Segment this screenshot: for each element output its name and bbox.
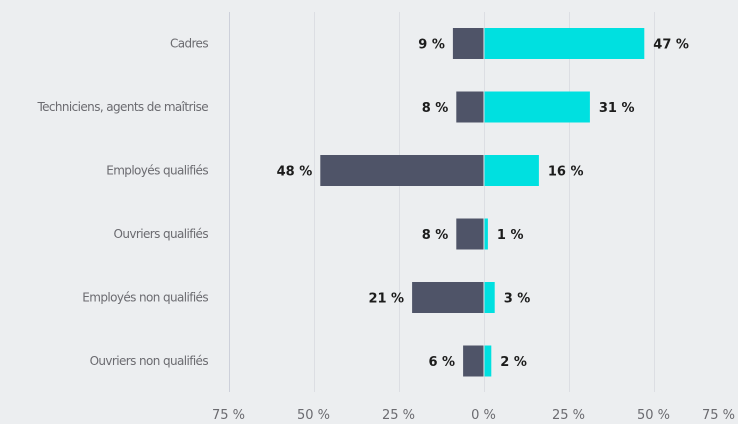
bar-right bbox=[484, 282, 495, 313]
category-label: Ouvriers non qualifiés bbox=[90, 354, 209, 368]
bar-right bbox=[484, 155, 539, 186]
x-tick-label: 25 % bbox=[552, 408, 585, 423]
value-label-left: 9 % bbox=[418, 38, 445, 53]
bar-layer bbox=[320, 28, 645, 377]
value-label-right: 31 % bbox=[599, 101, 635, 116]
x-tick-label: 75 % bbox=[702, 408, 735, 423]
bar-left bbox=[452, 28, 484, 59]
bar-left bbox=[456, 218, 484, 250]
category-label: Employés qualifiés bbox=[106, 164, 208, 178]
value-label-right: 47 % bbox=[653, 38, 689, 53]
x-axis: 75 % 50 % 25 % 0 % 25 % 50 % 75 % bbox=[212, 408, 735, 423]
category-label: Ouvriers qualifiés bbox=[114, 227, 209, 241]
x-tick-label: 25 % bbox=[382, 408, 415, 423]
bar-right bbox=[484, 28, 645, 59]
x-tick-label: 0 % bbox=[471, 408, 496, 423]
bar-left bbox=[456, 91, 484, 123]
category-label: Cadres bbox=[170, 37, 208, 51]
grid-layer bbox=[229, 12, 655, 392]
bar-right bbox=[484, 91, 590, 123]
bar-right bbox=[484, 218, 488, 250]
bar-right bbox=[484, 345, 492, 377]
value-label-left: 8 % bbox=[422, 101, 449, 116]
value-label-left: 48 % bbox=[277, 165, 313, 180]
bar-left bbox=[463, 345, 484, 377]
value-label-right: 1 % bbox=[497, 228, 524, 243]
label-layer: Cadres 9 % 47 % Techniciens, agents de maît… bbox=[36, 37, 689, 371]
value-label-right: 2 % bbox=[500, 355, 527, 370]
x-tick-label: 50 % bbox=[637, 408, 670, 423]
category-label: Employés non qualifiés bbox=[82, 291, 208, 305]
category-label: Techniciens, agents de maîtrise bbox=[36, 100, 208, 114]
bar-left bbox=[412, 282, 484, 313]
value-label-right: 16 % bbox=[548, 165, 584, 180]
value-label-left: 6 % bbox=[428, 355, 455, 370]
value-label-left: 21 % bbox=[368, 292, 404, 307]
value-label-left: 8 % bbox=[422, 228, 449, 243]
x-tick-label: 75 % bbox=[212, 408, 245, 423]
value-label-right: 3 % bbox=[504, 292, 531, 307]
x-tick-label: 50 % bbox=[297, 408, 330, 423]
bar-left bbox=[320, 155, 484, 186]
